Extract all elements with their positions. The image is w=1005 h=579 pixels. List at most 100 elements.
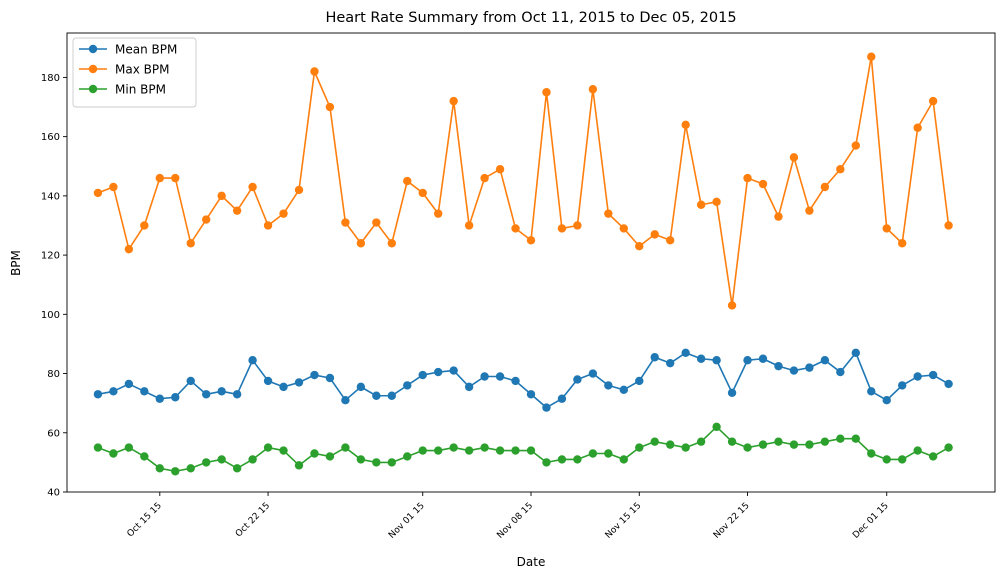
data-point-max-bpm — [294, 185, 304, 195]
data-point-min-bpm — [294, 461, 304, 470]
data-point-min-bpm — [372, 458, 381, 467]
data-point-mean-bpm — [202, 390, 211, 399]
data-point-max-bpm — [743, 173, 752, 183]
data-point-min-bpm — [279, 446, 288, 455]
data-point-max-bpm — [186, 239, 195, 248]
data-point-min-bpm — [867, 449, 876, 458]
data-point-mean-bpm — [279, 382, 288, 392]
data-point-mean-bpm — [820, 356, 830, 365]
data-point-min-bpm — [712, 422, 721, 432]
data-point-mean-bpm — [681, 348, 690, 358]
data-point-min-bpm — [666, 440, 675, 449]
data-point-min-bpm — [511, 446, 520, 455]
data-point-mean-bpm — [696, 354, 706, 363]
data-point-max-bpm — [155, 173, 164, 183]
legend-marker — [88, 84, 98, 94]
data-point-min-bpm — [836, 434, 845, 443]
y-tick-label: 120 — [41, 251, 60, 262]
y-axis-label: BPM — [9, 250, 23, 276]
data-point-max-bpm — [774, 212, 783, 221]
data-point-max-bpm — [325, 102, 335, 112]
data-point-mean-bpm — [805, 363, 814, 372]
data-point-mean-bpm — [418, 370, 427, 380]
data-point-max-bpm — [944, 221, 953, 230]
data-point-max-bpm — [341, 218, 350, 227]
data-point-min-bpm — [263, 443, 273, 452]
legend-item: Min BPM — [79, 82, 166, 96]
data-point-mean-bpm — [666, 358, 675, 368]
data-point-min-bpm — [434, 446, 443, 455]
data-point-mean-bpm — [727, 388, 737, 397]
data-point-mean-bpm — [867, 387, 876, 396]
data-point-max-bpm — [635, 242, 644, 251]
data-point-max-bpm — [681, 120, 690, 129]
data-point-max-bpm — [557, 224, 567, 233]
data-point-mean-bpm — [155, 394, 164, 403]
data-point-mean-bpm — [480, 372, 489, 381]
data-point-min-bpm — [325, 452, 335, 461]
data-point-max-bpm — [573, 221, 582, 230]
data-point-min-bpm — [573, 455, 582, 464]
data-point-min-bpm — [557, 455, 567, 464]
y-tick-label: 100 — [41, 310, 60, 321]
data-point-mean-bpm — [495, 372, 505, 381]
data-point-min-bpm — [604, 449, 613, 458]
data-point-min-bpm — [480, 443, 489, 452]
series-layer — [93, 52, 953, 476]
data-point-mean-bpm — [341, 396, 350, 405]
data-point-min-bpm — [155, 464, 164, 473]
legend-label: Min BPM — [115, 82, 166, 96]
data-point-max-bpm — [124, 244, 134, 254]
data-point-max-bpm — [789, 153, 799, 162]
data-point-max-bpm — [526, 236, 536, 245]
data-point-min-bpm — [650, 437, 659, 446]
data-point-max-bpm — [928, 96, 938, 106]
data-point-max-bpm — [449, 96, 458, 106]
data-point-max-bpm — [805, 206, 814, 215]
data-point-min-bpm — [898, 455, 907, 464]
data-point-min-bpm — [727, 437, 737, 446]
data-point-max-bpm — [820, 182, 830, 192]
data-point-mean-bpm — [93, 390, 103, 399]
data-point-max-bpm — [666, 236, 675, 245]
y-tick-label: 180 — [41, 73, 60, 84]
chart-title: Heart Rate Summary from Oct 11, 2015 to … — [325, 10, 736, 26]
series-max-bpm — [93, 52, 953, 310]
data-point-max-bpm — [202, 215, 211, 224]
data-point-mean-bpm — [851, 348, 860, 358]
data-point-max-bpm — [588, 85, 598, 94]
data-point-mean-bpm — [604, 381, 613, 390]
data-point-max-bpm — [93, 188, 103, 198]
data-point-mean-bpm — [758, 354, 768, 363]
data-point-mean-bpm — [263, 376, 273, 386]
data-point-min-bpm — [232, 464, 242, 473]
data-point-mean-bpm — [171, 393, 180, 402]
x-axis-label: Date — [517, 555, 546, 569]
data-point-min-bpm — [774, 437, 783, 446]
data-point-mean-bpm — [310, 370, 319, 380]
data-point-max-bpm — [279, 209, 288, 218]
data-point-max-bpm — [310, 67, 319, 76]
series-line-max-bpm — [97, 55, 950, 307]
data-point-min-bpm — [248, 455, 257, 464]
data-point-mean-bpm — [944, 379, 953, 389]
legend-marker — [88, 64, 98, 74]
data-point-max-bpm — [171, 173, 180, 183]
data-point-max-bpm — [263, 221, 273, 230]
data-point-max-bpm — [758, 179, 768, 189]
data-point-mean-bpm — [882, 396, 891, 405]
y-tick-label: 140 — [41, 191, 60, 202]
data-point-mean-bpm — [217, 387, 226, 396]
legend-marker — [88, 44, 98, 54]
data-point-max-bpm — [696, 200, 706, 209]
data-point-min-bpm — [789, 440, 799, 449]
data-point-mean-bpm — [650, 353, 659, 362]
data-point-max-bpm — [387, 239, 396, 248]
data-point-max-bpm — [217, 191, 226, 201]
data-point-max-bpm — [480, 173, 489, 183]
data-point-min-bpm — [928, 452, 938, 461]
legend-item: Mean BPM — [79, 42, 177, 56]
data-point-min-bpm — [619, 455, 628, 464]
data-point-max-bpm — [851, 141, 860, 150]
